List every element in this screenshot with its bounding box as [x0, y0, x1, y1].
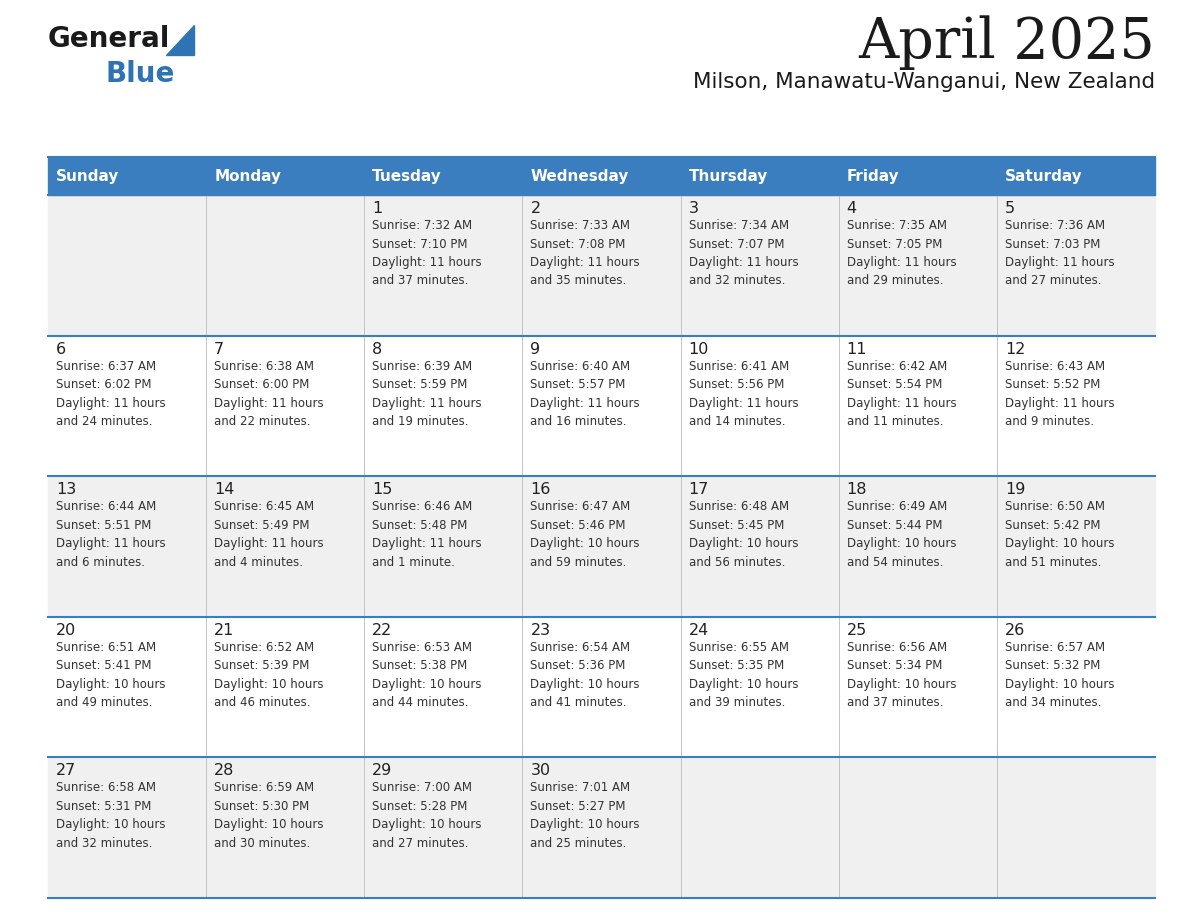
Bar — [48, 195, 1155, 336]
Text: Sunrise: 6:50 AM
Sunset: 5:42 PM
Daylight: 10 hours
and 51 minutes.: Sunrise: 6:50 AM Sunset: 5:42 PM Dayligh… — [1005, 500, 1114, 568]
Bar — [48, 157, 1155, 195]
Text: Sunrise: 7:34 AM
Sunset: 7:07 PM
Daylight: 11 hours
and 32 minutes.: Sunrise: 7:34 AM Sunset: 7:07 PM Dayligh… — [689, 219, 798, 287]
Text: 29: 29 — [372, 764, 392, 778]
Text: Sunrise: 7:35 AM
Sunset: 7:05 PM
Daylight: 11 hours
and 29 minutes.: Sunrise: 7:35 AM Sunset: 7:05 PM Dayligh… — [847, 219, 956, 287]
Text: General: General — [48, 25, 170, 53]
Text: Sunrise: 6:57 AM
Sunset: 5:32 PM
Daylight: 10 hours
and 34 minutes.: Sunrise: 6:57 AM Sunset: 5:32 PM Dayligh… — [1005, 641, 1114, 710]
Text: 16: 16 — [530, 482, 551, 498]
Text: 7: 7 — [214, 341, 225, 356]
Text: Sunrise: 6:45 AM
Sunset: 5:49 PM
Daylight: 11 hours
and 4 minutes.: Sunrise: 6:45 AM Sunset: 5:49 PM Dayligh… — [214, 500, 324, 568]
Text: Sunrise: 6:52 AM
Sunset: 5:39 PM
Daylight: 10 hours
and 46 minutes.: Sunrise: 6:52 AM Sunset: 5:39 PM Dayligh… — [214, 641, 323, 710]
Text: 24: 24 — [689, 622, 709, 638]
Text: Sunrise: 6:55 AM
Sunset: 5:35 PM
Daylight: 10 hours
and 39 minutes.: Sunrise: 6:55 AM Sunset: 5:35 PM Dayligh… — [689, 641, 798, 710]
Text: 2: 2 — [530, 201, 541, 216]
Bar — [48, 757, 1155, 898]
Text: Sunrise: 6:51 AM
Sunset: 5:41 PM
Daylight: 10 hours
and 49 minutes.: Sunrise: 6:51 AM Sunset: 5:41 PM Dayligh… — [56, 641, 165, 710]
Text: April 2025: April 2025 — [858, 15, 1155, 70]
Text: 5: 5 — [1005, 201, 1015, 216]
Text: 18: 18 — [847, 482, 867, 498]
Text: Sunrise: 6:44 AM
Sunset: 5:51 PM
Daylight: 11 hours
and 6 minutes.: Sunrise: 6:44 AM Sunset: 5:51 PM Dayligh… — [56, 500, 165, 568]
Text: 12: 12 — [1005, 341, 1025, 356]
Text: 9: 9 — [530, 341, 541, 356]
Text: 11: 11 — [847, 341, 867, 356]
Bar — [48, 476, 1155, 617]
Text: 23: 23 — [530, 622, 550, 638]
Text: Sunrise: 6:38 AM
Sunset: 6:00 PM
Daylight: 11 hours
and 22 minutes.: Sunrise: 6:38 AM Sunset: 6:00 PM Dayligh… — [214, 360, 324, 428]
Text: 19: 19 — [1005, 482, 1025, 498]
Text: 20: 20 — [56, 622, 76, 638]
Text: 8: 8 — [372, 341, 383, 356]
Text: Sunrise: 6:56 AM
Sunset: 5:34 PM
Daylight: 10 hours
and 37 minutes.: Sunrise: 6:56 AM Sunset: 5:34 PM Dayligh… — [847, 641, 956, 710]
Text: Sunrise: 6:37 AM
Sunset: 6:02 PM
Daylight: 11 hours
and 24 minutes.: Sunrise: 6:37 AM Sunset: 6:02 PM Dayligh… — [56, 360, 165, 428]
Text: Sunrise: 6:59 AM
Sunset: 5:30 PM
Daylight: 10 hours
and 30 minutes.: Sunrise: 6:59 AM Sunset: 5:30 PM Dayligh… — [214, 781, 323, 850]
Bar — [48, 336, 1155, 476]
Text: Sunrise: 6:49 AM
Sunset: 5:44 PM
Daylight: 10 hours
and 54 minutes.: Sunrise: 6:49 AM Sunset: 5:44 PM Dayligh… — [847, 500, 956, 568]
Text: Sunrise: 7:32 AM
Sunset: 7:10 PM
Daylight: 11 hours
and 37 minutes.: Sunrise: 7:32 AM Sunset: 7:10 PM Dayligh… — [372, 219, 482, 287]
Text: 27: 27 — [56, 764, 76, 778]
Text: 13: 13 — [56, 482, 76, 498]
Text: Thursday: Thursday — [689, 169, 767, 184]
Text: Sunrise: 6:47 AM
Sunset: 5:46 PM
Daylight: 10 hours
and 59 minutes.: Sunrise: 6:47 AM Sunset: 5:46 PM Dayligh… — [530, 500, 640, 568]
Text: Milson, Manawatu-Wanganui, New Zealand: Milson, Manawatu-Wanganui, New Zealand — [693, 72, 1155, 92]
Text: 26: 26 — [1005, 622, 1025, 638]
Text: Sunrise: 6:43 AM
Sunset: 5:52 PM
Daylight: 11 hours
and 9 minutes.: Sunrise: 6:43 AM Sunset: 5:52 PM Dayligh… — [1005, 360, 1114, 428]
Text: 1: 1 — [372, 201, 383, 216]
Text: 3: 3 — [689, 201, 699, 216]
Text: Saturday: Saturday — [1005, 169, 1082, 184]
Text: 25: 25 — [847, 622, 867, 638]
Text: Wednesday: Wednesday — [530, 169, 628, 184]
Text: Sunrise: 7:00 AM
Sunset: 5:28 PM
Daylight: 10 hours
and 27 minutes.: Sunrise: 7:00 AM Sunset: 5:28 PM Dayligh… — [372, 781, 482, 850]
Text: Sunrise: 6:39 AM
Sunset: 5:59 PM
Daylight: 11 hours
and 19 minutes.: Sunrise: 6:39 AM Sunset: 5:59 PM Dayligh… — [372, 360, 482, 428]
Text: 21: 21 — [214, 622, 234, 638]
Text: Sunrise: 6:58 AM
Sunset: 5:31 PM
Daylight: 10 hours
and 32 minutes.: Sunrise: 6:58 AM Sunset: 5:31 PM Dayligh… — [56, 781, 165, 850]
Text: Sunrise: 7:01 AM
Sunset: 5:27 PM
Daylight: 10 hours
and 25 minutes.: Sunrise: 7:01 AM Sunset: 5:27 PM Dayligh… — [530, 781, 640, 850]
Text: 4: 4 — [847, 201, 857, 216]
Text: 14: 14 — [214, 482, 234, 498]
Text: Sunday: Sunday — [56, 169, 119, 184]
Text: Sunrise: 7:33 AM
Sunset: 7:08 PM
Daylight: 11 hours
and 35 minutes.: Sunrise: 7:33 AM Sunset: 7:08 PM Dayligh… — [530, 219, 640, 287]
Text: Tuesday: Tuesday — [372, 169, 442, 184]
Text: Sunrise: 6:54 AM
Sunset: 5:36 PM
Daylight: 10 hours
and 41 minutes.: Sunrise: 6:54 AM Sunset: 5:36 PM Dayligh… — [530, 641, 640, 710]
Text: Sunrise: 6:53 AM
Sunset: 5:38 PM
Daylight: 10 hours
and 44 minutes.: Sunrise: 6:53 AM Sunset: 5:38 PM Dayligh… — [372, 641, 482, 710]
Text: 6: 6 — [56, 341, 67, 356]
Text: Monday: Monday — [214, 169, 282, 184]
Bar — [48, 617, 1155, 757]
Text: Sunrise: 6:40 AM
Sunset: 5:57 PM
Daylight: 11 hours
and 16 minutes.: Sunrise: 6:40 AM Sunset: 5:57 PM Dayligh… — [530, 360, 640, 428]
Text: 30: 30 — [530, 764, 550, 778]
Text: 10: 10 — [689, 341, 709, 356]
Text: 28: 28 — [214, 764, 234, 778]
Text: Sunrise: 6:42 AM
Sunset: 5:54 PM
Daylight: 11 hours
and 11 minutes.: Sunrise: 6:42 AM Sunset: 5:54 PM Dayligh… — [847, 360, 956, 428]
Text: Friday: Friday — [847, 169, 899, 184]
Text: Sunrise: 6:46 AM
Sunset: 5:48 PM
Daylight: 11 hours
and 1 minute.: Sunrise: 6:46 AM Sunset: 5:48 PM Dayligh… — [372, 500, 482, 568]
Text: Sunrise: 6:41 AM
Sunset: 5:56 PM
Daylight: 11 hours
and 14 minutes.: Sunrise: 6:41 AM Sunset: 5:56 PM Dayligh… — [689, 360, 798, 428]
Text: Sunrise: 7:36 AM
Sunset: 7:03 PM
Daylight: 11 hours
and 27 minutes.: Sunrise: 7:36 AM Sunset: 7:03 PM Dayligh… — [1005, 219, 1114, 287]
Text: 15: 15 — [372, 482, 393, 498]
Text: Blue: Blue — [106, 60, 176, 88]
Text: 22: 22 — [372, 622, 392, 638]
Text: Sunrise: 6:48 AM
Sunset: 5:45 PM
Daylight: 10 hours
and 56 minutes.: Sunrise: 6:48 AM Sunset: 5:45 PM Dayligh… — [689, 500, 798, 568]
Polygon shape — [166, 25, 194, 55]
Text: 17: 17 — [689, 482, 709, 498]
